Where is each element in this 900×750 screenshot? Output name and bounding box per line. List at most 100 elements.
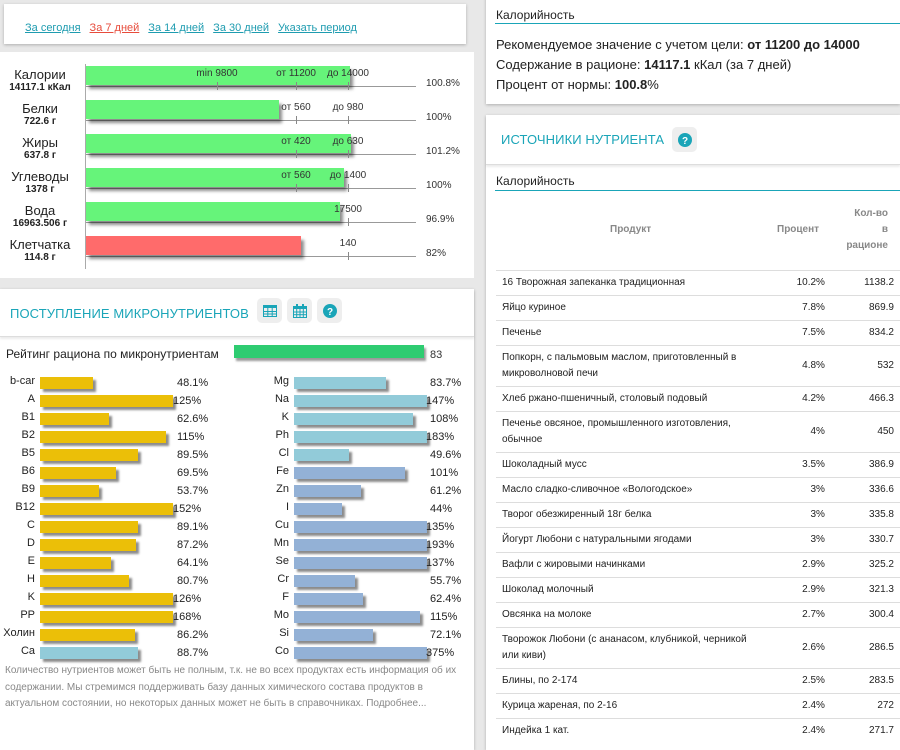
table-row[interactable]: Блины, по 2-174 2.5% 283.5 bbox=[496, 668, 900, 694]
disclaimer-note[interactable]: Количество нутриентов может быть не полн… bbox=[5, 665, 457, 709]
product-percent: 2.7% bbox=[770, 602, 831, 628]
table-row[interactable]: Индейка 1 кат. 2.4% 271.7 bbox=[496, 718, 900, 744]
product-name: Шоколад молочный bbox=[496, 577, 771, 603]
micronutrient-header: ПОСТУПЛЕНИЕ МИКРОНУТРИЕНТОВ ? bbox=[0, 289, 474, 337]
sources-table: 16 Творожная запеканка традиционная 10.2%… bbox=[496, 270, 900, 744]
micronutrient-name: B6 bbox=[21, 465, 35, 477]
question-circle-icon: ? bbox=[677, 132, 692, 147]
recommended-line: Рекомендуемое значение с учетом цели: от… bbox=[496, 37, 860, 52]
product-amount: 450 bbox=[830, 411, 900, 453]
table-row[interactable]: Печенье овсяное, промышленного изготовле… bbox=[496, 411, 900, 453]
product-amount: 869.9 bbox=[830, 295, 900, 321]
micronutrient-name: E bbox=[27, 555, 35, 567]
micronutrient-percent: 83.7% bbox=[430, 377, 462, 389]
macro-tick bbox=[348, 184, 349, 192]
macro-amount: 114.8 г bbox=[24, 252, 56, 263]
micronutrient-percent: 168% bbox=[173, 611, 202, 623]
table-row[interactable]: Вафли с жировыми начинками 2.9% 325.2 bbox=[496, 552, 900, 578]
product-percent: 3% bbox=[770, 527, 831, 553]
micronutrient-bar bbox=[294, 575, 355, 587]
macro-tick-label: 140 bbox=[339, 238, 357, 249]
macro-bar bbox=[86, 168, 344, 187]
micronutrient-bar bbox=[40, 575, 129, 587]
column-header-percent[interactable]: Процент bbox=[777, 224, 820, 235]
column-header-amount[interactable]: Кол-во в рационе bbox=[828, 206, 888, 254]
table-row[interactable]: Хлеб ржано-пшеничный, столовый подовый 4.… bbox=[496, 386, 900, 412]
micronutrient-bar bbox=[40, 557, 111, 569]
micronutrient-percent: 86.2% bbox=[177, 629, 209, 641]
macro-axis-line bbox=[86, 222, 416, 223]
micronutrient-bar bbox=[294, 449, 349, 461]
micronutrient-name: B5 bbox=[21, 447, 35, 459]
period-link[interactable]: Указать период bbox=[278, 22, 357, 34]
rating-bar bbox=[234, 345, 424, 358]
micronutrient-percent: 183% bbox=[426, 431, 455, 443]
product-percent: 4% bbox=[770, 411, 831, 453]
help-button[interactable]: ? bbox=[317, 298, 342, 323]
micronutrient-bar bbox=[40, 431, 166, 443]
micronutrient-name: K bbox=[27, 591, 35, 603]
micronutrient-bar bbox=[294, 539, 427, 551]
period-link[interactable]: За 30 дней bbox=[213, 22, 270, 34]
micronutrient-row: b-car 48.1% bbox=[0, 375, 235, 393]
micronutrient-percent: 61.2% bbox=[430, 485, 462, 497]
macro-tick-label: до 1400 bbox=[329, 170, 367, 181]
product-amount: 1138.2 bbox=[830, 270, 900, 296]
micronutrient-percent: 55.7% bbox=[430, 575, 462, 587]
micronutrient-bar bbox=[294, 377, 386, 389]
micronutrient-bar bbox=[40, 377, 93, 389]
macro-row: Клетчатка 114.8 г 140 82% bbox=[0, 234, 474, 268]
micronutrient-bar bbox=[40, 611, 173, 623]
table-row[interactable]: Масло сладко-сливочное «Вологодское» 3% 33… bbox=[496, 477, 900, 503]
table-row[interactable]: Яйцо куриное 7.8% 869.9 bbox=[496, 295, 900, 321]
micronutrient-name: F bbox=[282, 591, 289, 603]
table-row[interactable]: Попкорн, с пальмовым маслом, приготовлен… bbox=[496, 345, 900, 387]
product-amount: 321.3 bbox=[830, 577, 900, 603]
table-row[interactable]: Шоколад молочный 2.9% 321.3 bbox=[496, 577, 900, 603]
rating-label: Рейтинг рациона по микронутриентам bbox=[6, 347, 219, 361]
micronutrient-row: Mo 115% bbox=[253, 609, 488, 627]
micronutrient-percent: 44% bbox=[430, 503, 453, 515]
period-link[interactable]: За 14 дней bbox=[148, 22, 205, 34]
macro-amount: 1378 г bbox=[25, 184, 55, 195]
table-row[interactable]: Овсянка на молоке 2.7% 300.4 bbox=[496, 602, 900, 628]
micronutrient-panel: ПОСТУПЛЕНИЕ МИКРОНУТРИЕНТОВ ? Рейтинг ра… bbox=[0, 289, 474, 750]
micronutrient-percent: 152% bbox=[173, 503, 202, 515]
table-row[interactable]: Шоколадный мусс 3.5% 386.9 bbox=[496, 452, 900, 478]
macro-axis-line bbox=[86, 188, 416, 189]
table-row[interactable]: 16 Творожная запеканка традиционная 10.2%… bbox=[496, 270, 900, 296]
table-row[interactable]: Творог обезжиренный 18г белка 3% 335.8 bbox=[496, 502, 900, 528]
macro-label: Клетчатка 114.8 г bbox=[0, 238, 80, 264]
calendar-view-button[interactable] bbox=[287, 298, 312, 323]
table-row[interactable]: Печенье 7.5% 834.2 bbox=[496, 320, 900, 346]
micronutrient-percent: 49.6% bbox=[430, 449, 462, 461]
table-row[interactable]: Йогурт Любони с натуральными ягодами 3% 33… bbox=[496, 527, 900, 553]
macro-axis-line bbox=[86, 120, 416, 121]
micronutrient-name: B2 bbox=[21, 429, 35, 441]
percent-value: 100.8 bbox=[614, 77, 648, 92]
macro-tick-label: от 11200 bbox=[276, 68, 316, 79]
macro-tick bbox=[296, 82, 297, 90]
nutrient-sources-panel: ИСТОЧНИКИ НУТРИЕНТА ? Калорийность Проду… bbox=[486, 115, 900, 750]
macro-bar bbox=[86, 100, 279, 119]
product-name: Индейка 1 кат. bbox=[496, 718, 771, 744]
micronutrient-row: B12 152% bbox=[0, 501, 235, 519]
product-amount: 272 bbox=[830, 693, 900, 719]
period-link[interactable]: За сегодня bbox=[25, 22, 81, 34]
table-view-button[interactable] bbox=[257, 298, 282, 323]
micronutrient-bar bbox=[294, 431, 427, 443]
product-name: Яйцо куриное bbox=[496, 295, 771, 321]
product-amount: 271.7 bbox=[830, 718, 900, 744]
micronutrient-name: Co bbox=[274, 645, 289, 657]
macro-tick bbox=[217, 82, 218, 90]
column-header-product[interactable]: Продукт bbox=[610, 224, 652, 235]
product-amount: 335.8 bbox=[830, 502, 900, 528]
table-row[interactable]: Творожок Любони (с ананасом, клубникой, … bbox=[496, 627, 900, 669]
macro-tick bbox=[348, 82, 349, 90]
micronutrient-name: Se bbox=[275, 555, 289, 567]
micronutrient-row: Si 72.1% bbox=[253, 627, 488, 645]
table-row[interactable]: Курица жареная, по 2-16 2.4% 272 bbox=[496, 693, 900, 719]
sources-help-button[interactable]: ? bbox=[672, 127, 697, 152]
macro-percent: 100% bbox=[426, 180, 452, 191]
period-link[interactable]: За 7 дней bbox=[89, 22, 140, 34]
